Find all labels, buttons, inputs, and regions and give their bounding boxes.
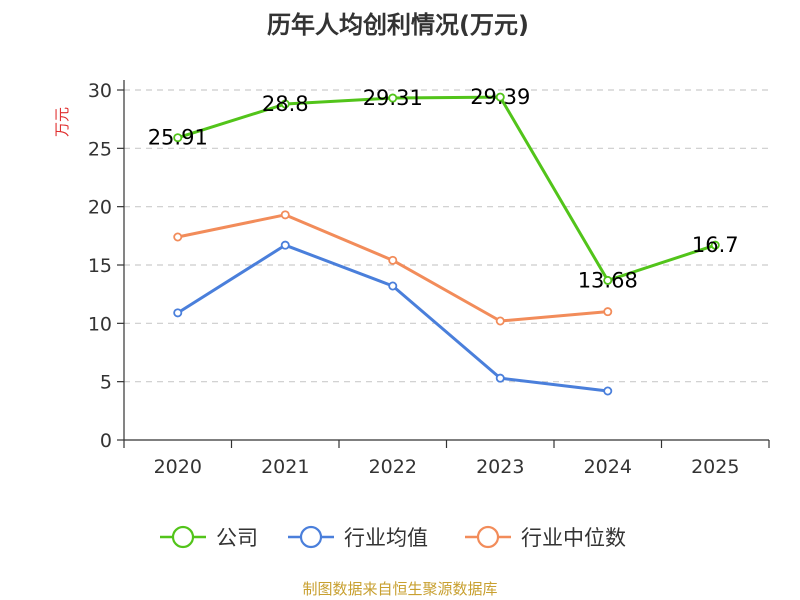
data-point-industry_avg (603, 386, 613, 396)
data-point-industry_median (280, 210, 290, 220)
y-axis-label: 万元 (53, 107, 71, 137)
data-point-company (388, 93, 398, 103)
data-label-company: 29.39 (470, 85, 530, 109)
data-point-company (495, 92, 505, 102)
data-label-company: 25.91 (148, 126, 208, 150)
legend-marker-industry_median (476, 525, 500, 549)
series-line-industry_median (177, 213, 608, 323)
data-point-company (603, 275, 613, 285)
series-group (173, 92, 720, 396)
grid-lines (124, 89, 769, 383)
x-tick-labels: 2020 2021 2022 2023 2024 2025 (154, 456, 740, 478)
y-tick-label: 5 (100, 372, 112, 394)
legend-label-industry_median[interactable]: 行业中位数 (521, 526, 626, 550)
legend-label-industry_avg[interactable]: 行业均值 (344, 526, 428, 550)
x-tick-label: 2025 (691, 456, 739, 478)
legend: 公司 行业均值 行业中位数 (160, 525, 626, 550)
y-tick-labels: 0 5 10 15 20 25 30 (88, 80, 112, 452)
y-tick-label: 30 (88, 80, 112, 102)
data-point-company (710, 240, 720, 250)
x-tick-label: 2024 (584, 456, 632, 478)
legend-label-company[interactable]: 公司 (216, 526, 258, 550)
data-label-company: 13.68 (578, 268, 638, 292)
data-point-industry_median (173, 232, 183, 242)
data-point-industry_median (388, 255, 398, 265)
x-tick-label: 2020 (154, 456, 202, 478)
y-tick-label: 25 (88, 138, 112, 160)
data-point-industry_avg (173, 308, 183, 318)
series-line-company (177, 95, 716, 282)
source-note: 制图数据来自恒生聚源数据库 (302, 580, 497, 598)
x-tick-label: 2022 (369, 456, 417, 478)
legend-marker-company (171, 525, 195, 549)
data-label-company: 16.7 (692, 233, 739, 257)
y-tick-label: 15 (88, 255, 112, 277)
data-point-company (280, 99, 290, 109)
legend-marker-industry_avg (299, 525, 323, 549)
x-tick-label: 2021 (261, 456, 309, 478)
data-label-company: 29.31 (363, 86, 423, 110)
data-point-industry_avg (388, 281, 398, 291)
data-labels: 25.91 28.8 29.31 29.39 13.68 16.7 (148, 85, 739, 292)
y-tick-label: 20 (88, 197, 112, 219)
y-tick-label: 0 (100, 430, 112, 452)
data-label-company: 28.8 (262, 92, 309, 116)
x-tick-label: 2023 (476, 456, 524, 478)
chart-title: 历年人均创利情况(万元) (267, 11, 529, 39)
data-point-industry_median (495, 316, 505, 326)
data-point-industry_avg (495, 373, 505, 383)
data-point-company (173, 133, 183, 143)
y-tick-label: 10 (88, 313, 112, 335)
axes (117, 80, 770, 448)
data-point-industry_avg (280, 240, 290, 250)
data-point-industry_median (603, 307, 613, 317)
